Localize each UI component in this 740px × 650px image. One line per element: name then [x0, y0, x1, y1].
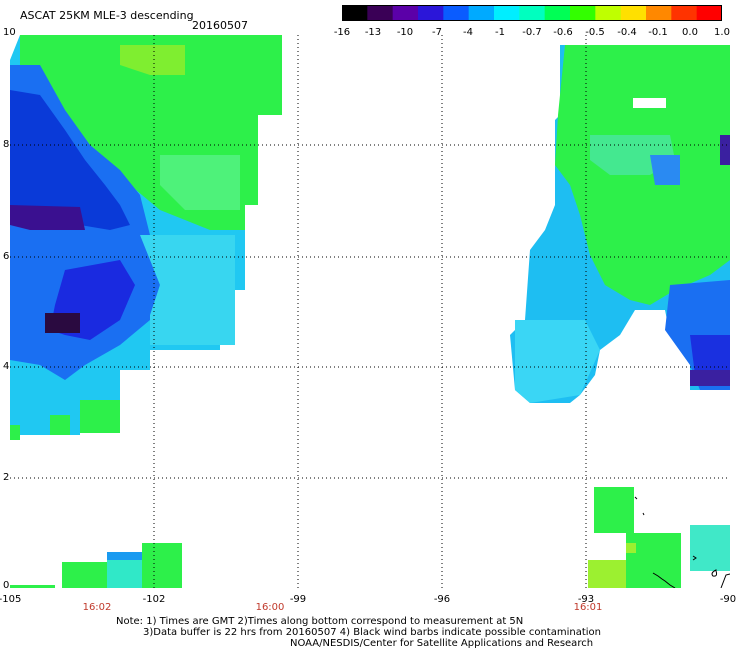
colorbar-swatch [392, 5, 419, 21]
colorbar-label: 0.0 [682, 27, 698, 38]
colorbar-swatch [443, 5, 470, 21]
colorbar-label: 1.0 [714, 27, 730, 38]
time-label: 16:02 [82, 602, 112, 613]
coastline-marks [634, 496, 730, 588]
colorbar-swatch [646, 5, 672, 21]
time-label: 16:01 [573, 602, 603, 613]
colorbar-swatch [570, 5, 596, 21]
colorbar-label: -0.7 [522, 27, 542, 38]
colorbar-label: -13 [364, 27, 382, 38]
lat-label: 2 [3, 472, 10, 483]
colorbar-label: -0.5 [585, 27, 605, 38]
colorbar-border [342, 5, 722, 21]
lon-label: -90 [719, 594, 737, 605]
lat-label: 0 [3, 580, 10, 591]
note-line: NOAA/NESDIS/Center for Satellite Applica… [290, 638, 594, 649]
map-date: 20160507 [192, 19, 248, 32]
colorbar-swatch [418, 5, 444, 21]
colorbar-swatch [595, 5, 622, 21]
colorbar-swatch [544, 5, 571, 21]
lon-label: -96 [433, 594, 451, 605]
colorbar-swatch [367, 5, 394, 21]
colorbar-label: -16 [333, 27, 351, 38]
colorbar-label: -1 [495, 27, 505, 38]
grid-lines [10, 35, 730, 588]
colorbar-label: -10 [396, 27, 414, 38]
lon-label: -102 [142, 594, 166, 605]
colorbar-label: -4 [463, 27, 473, 38]
right-swath [510, 45, 730, 403]
colorbar-label: -0.4 [617, 27, 637, 38]
colorbar-swatch [342, 5, 368, 21]
lat-label: 6 [3, 251, 10, 262]
colorbar-swatch [494, 5, 520, 21]
lat-label: 4 [3, 361, 10, 372]
colorbar-swatch [620, 5, 647, 21]
colorbar-swatch [671, 5, 698, 21]
lon-label: -105 [0, 594, 22, 605]
colorbar-swatch [696, 5, 723, 21]
lat-label: 8 [3, 139, 10, 150]
lon-label: -93 [577, 594, 595, 605]
colorbar-swatch [519, 5, 546, 21]
colorbar-swatch [468, 5, 495, 21]
colorbar-label: -0.1 [648, 27, 668, 38]
colorbar [342, 5, 723, 21]
left-swath [10, 35, 282, 440]
wind-map [10, 35, 730, 588]
colorbar-label: -0.6 [553, 27, 573, 38]
lat-label: 10 [3, 27, 16, 38]
map-title: ASCAT 25KM MLE-3 descending [20, 9, 194, 22]
note-line: Note: 1) Times are GMT 2)Times along bot… [116, 616, 524, 627]
colorbar-swatches [342, 5, 723, 21]
bottom-left-patches [10, 543, 182, 588]
colorbar-label: -7 [432, 27, 442, 38]
time-label: 16:00 [255, 602, 285, 613]
lon-label: -99 [289, 594, 307, 605]
bottom-right-patches [588, 487, 730, 588]
note-line: 3)Data buffer is 22 hrs from 20160507 4)… [143, 627, 601, 638]
